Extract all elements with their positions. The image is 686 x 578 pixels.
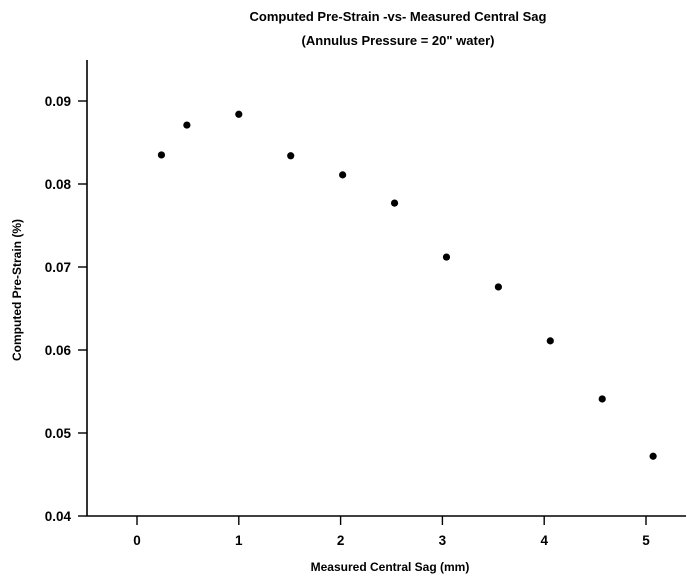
y-tick-label: 0.06 xyxy=(45,343,72,358)
data-point xyxy=(649,452,657,460)
x-tick-label: 0 xyxy=(133,533,141,548)
x-tick-label: 3 xyxy=(439,533,447,548)
x-tick-label: 5 xyxy=(642,533,650,548)
data-point xyxy=(339,171,347,179)
x-tick-label: 1 xyxy=(235,533,243,548)
y-tick-label: 0.09 xyxy=(45,94,71,109)
data-point xyxy=(287,152,295,160)
x-tick-label: 4 xyxy=(540,533,548,548)
x-axis-ticks: 0 1 2 3 4 5 xyxy=(133,516,650,548)
data-point xyxy=(390,199,399,207)
data-point xyxy=(235,110,243,118)
x-axis-label: Measured Central Sag (mm) xyxy=(311,560,470,574)
data-point xyxy=(598,395,606,403)
y-axis-ticks: 0.04 0.05 0.06 0.07 0.08 0.09 xyxy=(45,94,87,524)
y-tick-label: 0.07 xyxy=(45,260,71,275)
data-point xyxy=(494,283,502,291)
y-tick-label: 0.05 xyxy=(45,426,72,441)
data-point xyxy=(442,253,451,261)
data-point xyxy=(157,151,166,159)
data-point xyxy=(546,337,554,345)
data-point xyxy=(183,121,191,129)
x-tick-label: 2 xyxy=(337,533,345,548)
chart-title: Computed Pre-Strain -vs- Measured Centra… xyxy=(250,9,547,24)
y-tick-label: 0.08 xyxy=(45,177,72,192)
data-points xyxy=(157,110,657,460)
y-tick-label: 0.04 xyxy=(45,509,72,524)
chart-subtitle: (Annulus Pressure = 20" water) xyxy=(302,33,495,48)
y-axis-label: Computed Pre-Strain (%) xyxy=(10,219,24,361)
